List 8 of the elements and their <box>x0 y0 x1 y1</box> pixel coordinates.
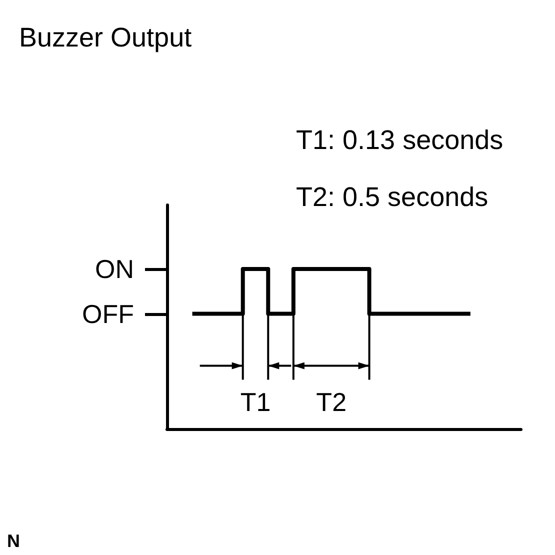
chart-title: Buzzer Output <box>19 22 192 52</box>
text: OFF <box>82 298 134 329</box>
annotation: T2 <box>316 386 347 417</box>
text: ON <box>95 254 134 284</box>
text: T2: 0.5 seconds <box>296 182 488 212</box>
annotation: T1 <box>240 386 271 417</box>
text: N <box>7 531 20 551</box>
text: T1: 0.13 seconds <box>296 125 504 155</box>
